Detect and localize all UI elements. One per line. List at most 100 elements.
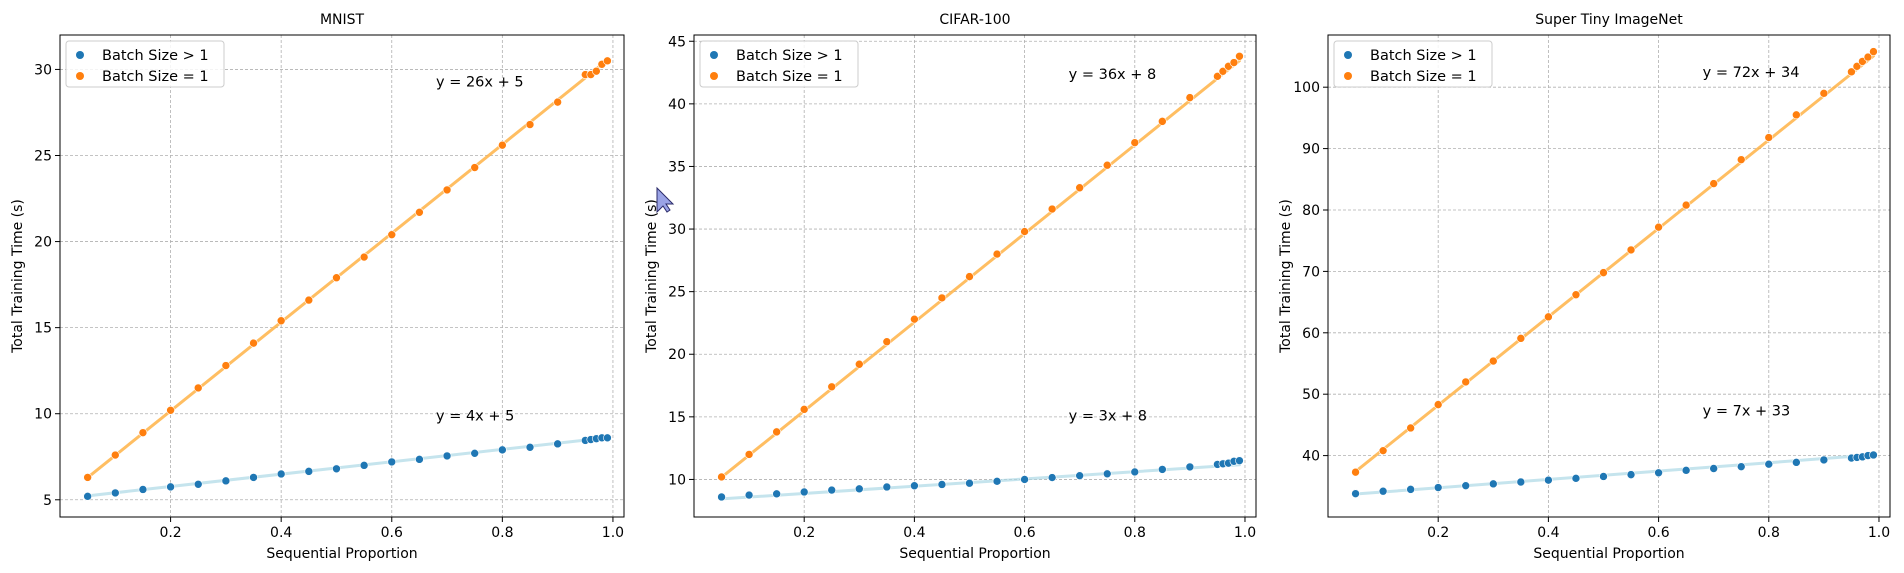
data-point [1571,474,1581,483]
data-point [387,457,397,467]
chart-panel-2: y = 7x + 33 y = 72x + 34 0.2 0.4 0.6 0.8 1.0 40… [1278,12,1891,562]
data-point [553,439,562,449]
x-tick-label: 0.2 [159,525,181,541]
data-point [442,451,452,461]
data-point [1626,470,1636,479]
data-point [772,427,781,437]
data-point [592,66,601,76]
data-point [717,492,726,502]
data-point [1102,160,1112,170]
data-point [1158,465,1167,474]
legend-label-0: Batch Size > 1 [736,48,843,64]
y-tick-label: 40 [668,97,686,113]
chart-panel-1: y = 3x + 8 y = 36x + 8 0.2 0.4 0.6 0.8 1.0 10 15… [644,12,1257,562]
data-point [332,273,341,283]
data-point [827,382,837,392]
data-point [717,472,726,482]
y-tick-label: 40 [1302,449,1320,465]
data-point [1185,462,1195,472]
legend-label-1: Batch Size = 1 [736,69,843,85]
y-tick-label: 50 [1302,387,1320,403]
data-point [249,338,258,348]
y-tick-label: 10 [34,407,52,423]
data-point [1599,472,1608,481]
data-point [1869,47,1878,56]
x-tick-label: 1.0 [602,525,624,541]
data-point [1433,483,1443,492]
data-point [1654,468,1663,478]
x-tick-label: 0.8 [491,525,513,541]
x-tick-label: 0.6 [381,525,403,541]
data-point [1847,67,1856,77]
data-point [1852,62,1862,71]
legend-marker-1 [1344,72,1352,80]
data-point [1351,489,1360,498]
y-axis-label: Total Training Time (s) [1278,199,1294,354]
data-point [1218,67,1228,76]
data-point [166,405,175,415]
arrow-cursor-icon [656,186,675,214]
data-point [1681,200,1691,210]
data-point [110,450,120,460]
fit-equation-0: y = 7x + 33 [1703,404,1791,420]
x-tick-label: 0.6 [1013,525,1035,541]
data-point [193,479,203,489]
data-point [1130,138,1140,147]
data-point [1736,155,1746,164]
data-point [965,272,974,281]
y-tick-label: 70 [1302,264,1320,280]
y-tick-label: 30 [668,222,686,238]
data-point [937,293,947,303]
x-axis-label: Sequential Proportion [899,546,1050,562]
chart-title: MNIST [320,12,365,28]
x-tick-label: 0.4 [1537,525,1559,541]
x-tick-label: 0.4 [270,525,292,541]
data-point [1792,458,1801,467]
y-tick-label: 45 [668,34,686,50]
data-point [1213,72,1222,81]
fit-equation-0: y = 4x + 5 [436,409,514,425]
data-point [1869,450,1878,460]
x-axis-label: Sequential Proportion [1533,546,1684,562]
data-point [387,230,397,239]
data-point [1544,475,1553,485]
y-axis-label: Total Training Time (s) [644,199,660,354]
y-tick-label: 20 [668,347,686,363]
chart-panel-0: y = 4x + 5 y = 26x + 5 0.2 0.4 0.6 0.8 1.0 5 10 1… [10,12,625,562]
data-point [827,485,837,495]
data-point [992,477,1002,486]
legend-box [65,40,225,88]
data-point [1047,473,1057,482]
y-tick-label: 80 [1302,203,1320,219]
data-point [1461,481,1471,490]
y-tick-label: 10 [668,472,686,488]
fit-equation-1: y = 26x + 5 [436,75,524,91]
data-point [1709,179,1718,188]
fit-line-1 [1354,54,1875,474]
data-point [1406,423,1415,433]
data-point [83,492,92,501]
y-tick-label: 35 [668,159,686,175]
data-point [442,185,452,195]
y-axis-label: Total Training Time (s) [10,199,26,354]
fit-equation-0: y = 3x + 8 [1069,409,1147,425]
chart-title: CIFAR-100 [939,12,1010,28]
data-point [1075,183,1084,193]
data-point [1020,475,1029,484]
data-point [249,473,258,482]
legend-marker-1 [710,72,718,80]
x-tick-label: 0.2 [1427,525,1449,541]
data-point [1516,477,1526,487]
data-point [332,464,341,474]
y-tick-label: 20 [34,235,52,251]
data-point [110,488,120,498]
data-point [1709,464,1718,473]
data-point [1764,459,1774,469]
y-tick-label: 60 [1302,326,1320,342]
y-tick-label: 5 [43,493,52,509]
data-point [1351,467,1360,477]
data-point [937,480,947,489]
data-point [910,314,919,324]
data-point [359,461,369,470]
